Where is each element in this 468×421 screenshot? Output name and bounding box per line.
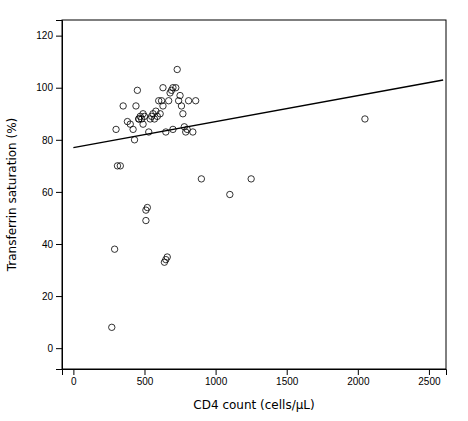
x-tick-mark — [358, 369, 359, 375]
y-tick-label: 120 — [36, 30, 53, 41]
point — [163, 129, 169, 135]
x-axis-title: CD4 count (cells/μL) — [193, 398, 314, 412]
point — [164, 254, 170, 260]
y-axis: 0 20 40 60 80 100 120 — [36, 21, 62, 370]
y-tick: 40 — [42, 239, 62, 250]
y-axis-line — [56, 21, 63, 370]
x-tick: 2500 — [418, 369, 441, 387]
point — [111, 246, 117, 252]
y-tick-label: 80 — [42, 135, 54, 146]
point — [109, 324, 115, 330]
x-tick-label: 2500 — [418, 376, 441, 387]
x-tick-label: 500 — [137, 376, 154, 387]
x-tick: 1000 — [205, 369, 228, 387]
point — [178, 103, 184, 109]
x-tick: 500 — [137, 369, 154, 387]
point — [192, 98, 198, 104]
x-tick: 0 — [71, 369, 77, 387]
y-tick-mark — [56, 36, 62, 37]
trend-line — [73, 80, 443, 148]
point — [113, 126, 119, 132]
marks — [73, 66, 443, 330]
point — [174, 66, 180, 72]
x-tick-mark — [287, 369, 288, 375]
point — [190, 129, 196, 135]
point — [146, 129, 152, 135]
y-tick-label: 0 — [47, 343, 53, 354]
x-tick-mark — [429, 369, 430, 375]
points — [109, 66, 369, 330]
y-tick-mark — [56, 296, 62, 297]
x-axis: 0 500 1000 1500 2000 2500 — [63, 369, 447, 387]
point — [248, 176, 254, 182]
y-tick-mark — [56, 244, 62, 245]
x-tick-label: 0 — [71, 376, 77, 387]
point — [133, 103, 139, 109]
chart: 0 500 1000 1500 2000 2500 0 20 40 60 80 100 120 CD4 c… — [0, 0, 468, 421]
point — [362, 116, 368, 122]
y-tick-label: 60 — [42, 187, 54, 198]
x-tick-label: 1500 — [276, 376, 299, 387]
point — [160, 85, 166, 91]
x-tick-mark — [73, 369, 74, 375]
y-tick-mark — [56, 88, 62, 89]
point — [130, 126, 136, 132]
plot-frame — [62, 20, 446, 369]
x-tick-label: 1000 — [205, 376, 228, 387]
x-axis-line — [63, 370, 447, 376]
y-tick: 20 — [42, 291, 62, 302]
x-tick-label: 2000 — [347, 376, 370, 387]
point — [131, 137, 137, 143]
point — [173, 85, 179, 91]
plot-area: 0 500 1000 1500 2000 2500 0 20 40 60 80 100 120 — [36, 20, 446, 387]
point — [134, 87, 140, 93]
y-tick-label: 40 — [42, 239, 54, 250]
point — [157, 111, 163, 117]
point — [160, 103, 166, 109]
y-tick: 100 — [36, 82, 62, 93]
y-tick-mark — [56, 140, 62, 141]
y-tick: 0 — [47, 343, 62, 354]
point — [227, 191, 233, 197]
y-axis-title: Transferrin saturation (%) — [5, 118, 19, 273]
y-tick-label: 100 — [36, 82, 53, 93]
y-tick-mark — [56, 348, 62, 349]
x-tick-mark — [144, 369, 145, 375]
point — [177, 92, 183, 98]
x-tick: 2000 — [347, 369, 370, 387]
point — [165, 98, 171, 104]
y-tick-mark — [56, 192, 62, 193]
point — [144, 204, 150, 210]
point — [120, 103, 126, 109]
y-tick: 120 — [36, 30, 62, 41]
y-tick: 60 — [42, 187, 62, 198]
point — [117, 163, 123, 169]
y-tick-label: 20 — [42, 291, 54, 302]
point — [140, 121, 146, 127]
point — [170, 126, 176, 132]
point — [185, 98, 191, 104]
x-tick-mark — [216, 369, 217, 375]
y-tick: 80 — [42, 135, 62, 146]
point — [140, 111, 146, 117]
x-tick: 1500 — [276, 369, 299, 387]
point — [180, 111, 186, 117]
point — [143, 217, 149, 223]
point — [198, 176, 204, 182]
